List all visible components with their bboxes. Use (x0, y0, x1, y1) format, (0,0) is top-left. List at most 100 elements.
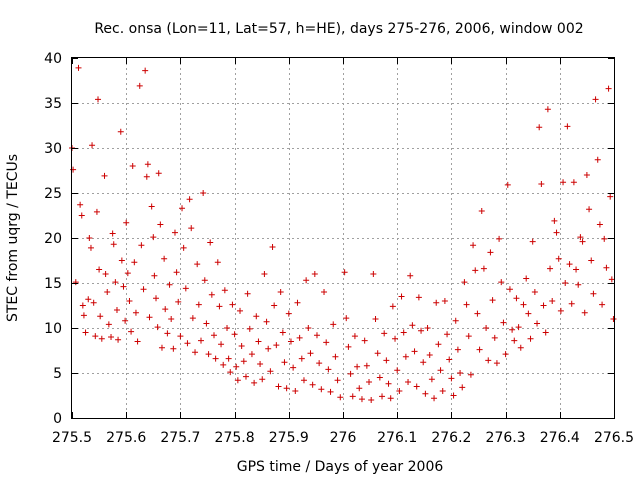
data-point (493, 360, 500, 367)
data-point (608, 276, 615, 283)
data-point (402, 353, 409, 360)
data-point (605, 85, 612, 92)
data-point (220, 361, 227, 368)
data-point (238, 343, 245, 349)
data-point (115, 336, 122, 343)
data-point (195, 301, 202, 308)
data-point (273, 342, 280, 349)
data-point (143, 173, 150, 180)
data-point (504, 181, 511, 188)
data-point (244, 290, 251, 297)
data-point (409, 322, 416, 329)
x-tick-label: 275.8 (215, 430, 255, 446)
data-point (439, 388, 446, 394)
data-point (216, 303, 223, 310)
data-point (200, 190, 207, 196)
data-point (131, 259, 138, 266)
data-point (454, 346, 461, 353)
data-point (292, 388, 299, 394)
data-point (267, 368, 274, 375)
data-point (437, 367, 444, 374)
data-point (192, 349, 199, 356)
data-point (207, 239, 214, 246)
data-point (529, 238, 536, 245)
data-point (153, 295, 160, 302)
data-point (300, 377, 307, 384)
data-point (321, 289, 328, 295)
data-point (208, 291, 215, 298)
data-point (540, 302, 547, 309)
data-point (483, 325, 490, 331)
data-point (358, 396, 365, 403)
data-point (441, 298, 448, 304)
x-tick-label: 275.6 (106, 430, 146, 446)
data-point (502, 351, 509, 358)
data-point (601, 235, 608, 242)
data-point (285, 310, 292, 317)
data-point (154, 324, 161, 331)
data-point (271, 302, 278, 309)
data-point (87, 244, 94, 251)
data-point (173, 269, 180, 276)
data-point (257, 361, 264, 367)
data-point (109, 230, 116, 237)
data-point (225, 355, 232, 362)
data-point (361, 337, 368, 344)
data-point (242, 373, 249, 380)
x-tick-label: 275.7 (160, 430, 200, 446)
data-point (534, 320, 541, 327)
data-point (237, 307, 244, 314)
data-point (70, 166, 77, 173)
data-point (140, 286, 147, 293)
data-point (72, 279, 79, 286)
data-point (334, 377, 341, 384)
data-point (197, 337, 204, 344)
data-point (387, 395, 394, 402)
data-point (113, 307, 120, 313)
data-point (594, 156, 601, 163)
x-tick-label: 276.2 (431, 430, 471, 446)
data-point (170, 345, 177, 352)
data-point (376, 374, 383, 381)
data-point (573, 266, 580, 273)
data-point (180, 244, 187, 251)
data-point (309, 381, 316, 388)
data-point (117, 128, 124, 135)
data-point (168, 316, 175, 322)
data-point (277, 289, 284, 295)
x-tick-label: 276.4 (540, 430, 580, 446)
y-tick-labels: 0 5 10 15 20 25 30 35 40 (44, 51, 62, 427)
data-point (485, 357, 492, 364)
data-point (551, 217, 558, 224)
data-point (126, 298, 133, 304)
data-point (435, 341, 442, 348)
data-point (95, 96, 102, 103)
data-point (128, 328, 135, 335)
data-point (188, 225, 195, 232)
data-point (476, 346, 483, 353)
data-point (581, 309, 588, 316)
data-point (177, 333, 184, 340)
data-point (470, 242, 477, 249)
data-point (392, 335, 399, 342)
data-point (161, 255, 168, 262)
data-point (157, 221, 164, 228)
data-point (92, 333, 99, 340)
data-point (489, 297, 496, 304)
data-point (370, 271, 377, 277)
data-point (553, 229, 560, 236)
data-point (96, 266, 103, 273)
data-point (313, 332, 320, 339)
data-point (527, 335, 534, 342)
data-point (517, 344, 524, 351)
data-point (296, 334, 303, 341)
data-point (405, 379, 412, 385)
data-point (568, 300, 575, 307)
data-point (221, 287, 228, 294)
data-points (69, 64, 617, 403)
data-point (110, 241, 117, 248)
data-point (246, 325, 253, 332)
data-point (311, 271, 318, 277)
data-point (229, 301, 236, 308)
data-point (330, 321, 337, 328)
